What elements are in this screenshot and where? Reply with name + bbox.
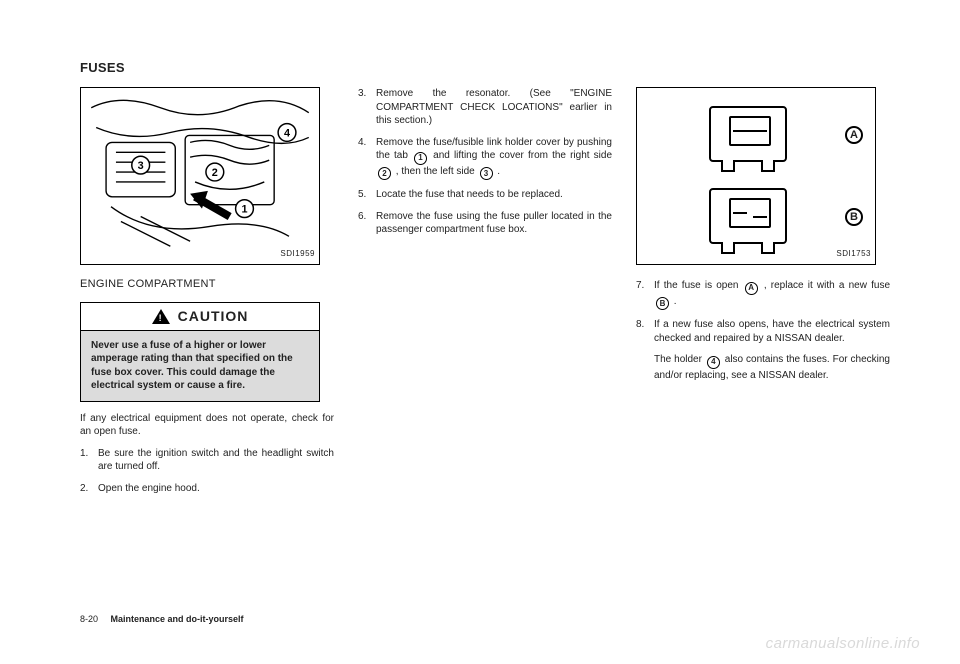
callout-b-icon: B (656, 297, 669, 310)
column-1: 1 2 3 4 SDI1959 ENGINE COMPARTMENT CAUTI… (80, 87, 334, 627)
fuse-open (709, 188, 787, 244)
caution-box: CAUTION Never use a fuse of a higher or … (80, 302, 320, 402)
step-5: 5. Locate the fuse that needs to be repl… (358, 188, 612, 202)
text-fragment: , then the left side (393, 166, 478, 177)
text-fragment: . (671, 296, 677, 307)
step-number: 6. (358, 210, 376, 237)
step-7: 7. If the fuse is open A , replace it wi… (636, 279, 890, 310)
step-text: Open the engine hood. (98, 482, 334, 496)
callout-2-icon: 2 (378, 167, 391, 180)
text-fragment: If the fuse is open (654, 280, 743, 291)
step-number: 2. (80, 482, 98, 496)
step-2: 2. Open the engine hood. (80, 482, 334, 496)
step-text: If a new fuse also opens, have the elect… (654, 318, 890, 345)
callout-3-icon: 3 (480, 167, 493, 180)
section-header: FUSES (80, 60, 890, 75)
step-number: 7. (636, 279, 654, 310)
warning-icon (152, 309, 170, 324)
page-number: 8-20 (80, 614, 98, 624)
step-6: 6. Remove the fuse using the fuse puller… (358, 210, 612, 237)
label-a: A (845, 126, 863, 144)
svg-text:2: 2 (212, 167, 218, 179)
subhead-engine-compartment: ENGINE COMPARTMENT (80, 277, 334, 292)
step-text: If the fuse is open A , replace it with … (654, 279, 890, 310)
figure-engine-compartment: 1 2 3 4 SDI1959 (80, 87, 320, 265)
svg-text:1: 1 (241, 204, 247, 216)
fuse-good (709, 106, 787, 162)
step-text: Locate the fuse that needs to be replace… (376, 188, 612, 202)
step-number: 4. (358, 136, 376, 181)
figure-id-right: SDI1753 (836, 249, 871, 260)
svg-text:4: 4 (284, 127, 290, 139)
tail-paragraph: The holder 4 also contains the fuses. Fo… (654, 353, 890, 382)
svg-text:3: 3 (138, 160, 144, 172)
caution-body: Never use a fuse of a higher or lower am… (81, 331, 319, 401)
callout-4-icon: 4 (707, 356, 720, 369)
step-8: 8. If a new fuse also opens, have the el… (636, 318, 890, 345)
page-footer: 8-20 Maintenance and do-it-yourself (80, 614, 244, 624)
watermark: carmanualsonline.info (766, 635, 920, 652)
callout-a-icon: A (745, 282, 758, 295)
footer-section: Maintenance and do-it-yourself (111, 614, 244, 624)
figure-fuse-types: A B SDI1753 (636, 87, 876, 265)
text-fragment: The holder (654, 354, 705, 365)
text-fragment: and lifting the cover from the right sid… (429, 150, 612, 161)
step-number: 1. (80, 447, 98, 474)
text-fragment: . (495, 166, 501, 177)
step-1: 1. Be sure the ignition switch and the h… (80, 447, 334, 474)
label-b: B (845, 208, 863, 226)
step-text: Be sure the ignition switch and the head… (98, 447, 334, 474)
step-number: 5. (358, 188, 376, 202)
step-number: 8. (636, 318, 654, 345)
step-number: 3. (358, 87, 376, 128)
step-4: 4. Remove the fuse/fusible link holder c… (358, 136, 612, 181)
step-3: 3. Remove the resonator. (See "ENGINE CO… (358, 87, 612, 128)
caution-header: CAUTION (81, 303, 319, 331)
step-text: Remove the fuse using the fuse puller lo… (376, 210, 612, 237)
step-text: Remove the resonator. (See "ENGINE COMPA… (376, 87, 612, 128)
text-fragment: , replace it with a new fuse (760, 280, 890, 291)
intro-paragraph: If any electrical equipment does not ope… (80, 412, 334, 439)
step-text: Remove the fuse/fusible link holder cove… (376, 136, 612, 181)
callout-1-icon: 1 (414, 152, 427, 165)
column-2: 3. Remove the resonator. (See "ENGINE CO… (358, 87, 612, 627)
caution-label: CAUTION (178, 307, 249, 326)
figure-id-left: SDI1959 (280, 249, 315, 260)
column-3: A B SDI1753 7. If the fuse is open A , r… (636, 87, 890, 627)
